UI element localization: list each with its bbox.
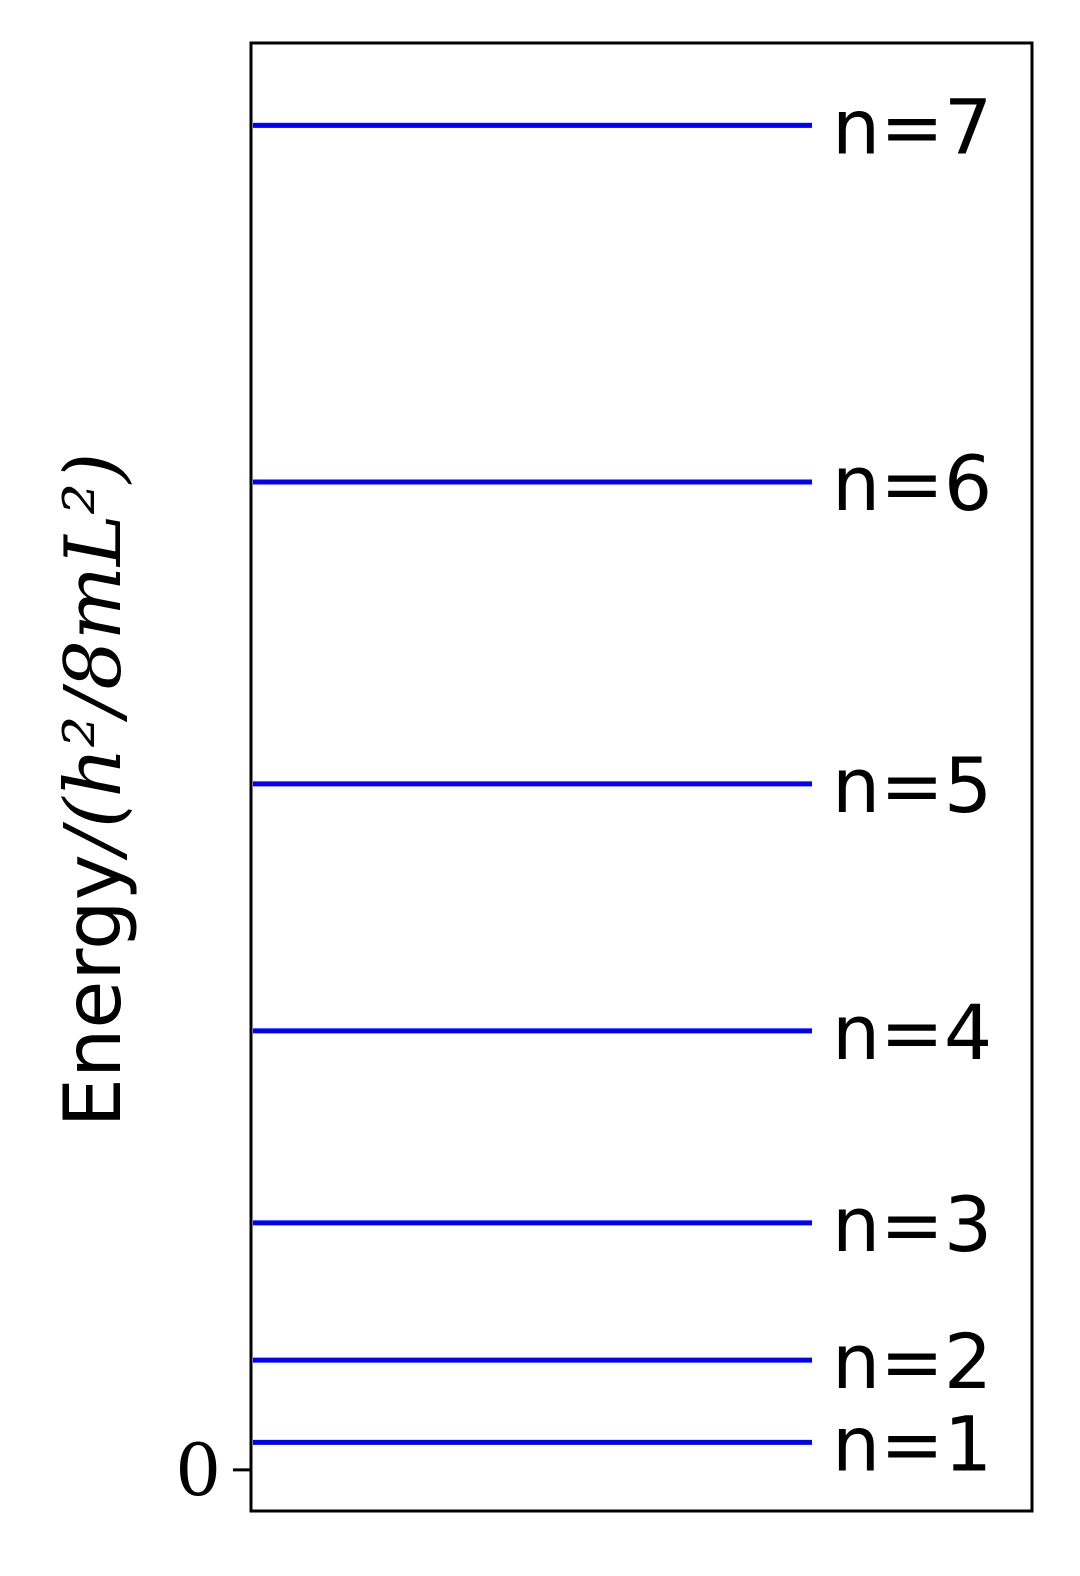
energy-level-label-n5: n=5: [832, 741, 992, 830]
y-axis-label: Energy/(h²/8mL²): [49, 453, 139, 1128]
energy-level-label-n4: n=4: [832, 988, 992, 1077]
y-axis-label-prefix: Energy: [49, 854, 139, 1127]
energy-levels: n=1n=2 n=3 n=4 n=5 n=6 n=7: [253, 82, 992, 1488]
y-axis-label-unit: /(h²/8mL²): [49, 453, 139, 862]
energy-level-label-n1: n=1: [832, 1399, 992, 1488]
y-axis-ticks: 0: [175, 1428, 251, 1512]
energy-level-label-n3: n=3: [832, 1180, 992, 1269]
y-tick-label-0: 0: [175, 1428, 221, 1512]
energy-level-label-n7: n=7: [832, 82, 992, 171]
energy-level-label-n2: n=2: [832, 1317, 992, 1406]
energy-level-label-n6: n=6: [832, 439, 992, 528]
plot-frame: [249, 41, 1034, 1513]
